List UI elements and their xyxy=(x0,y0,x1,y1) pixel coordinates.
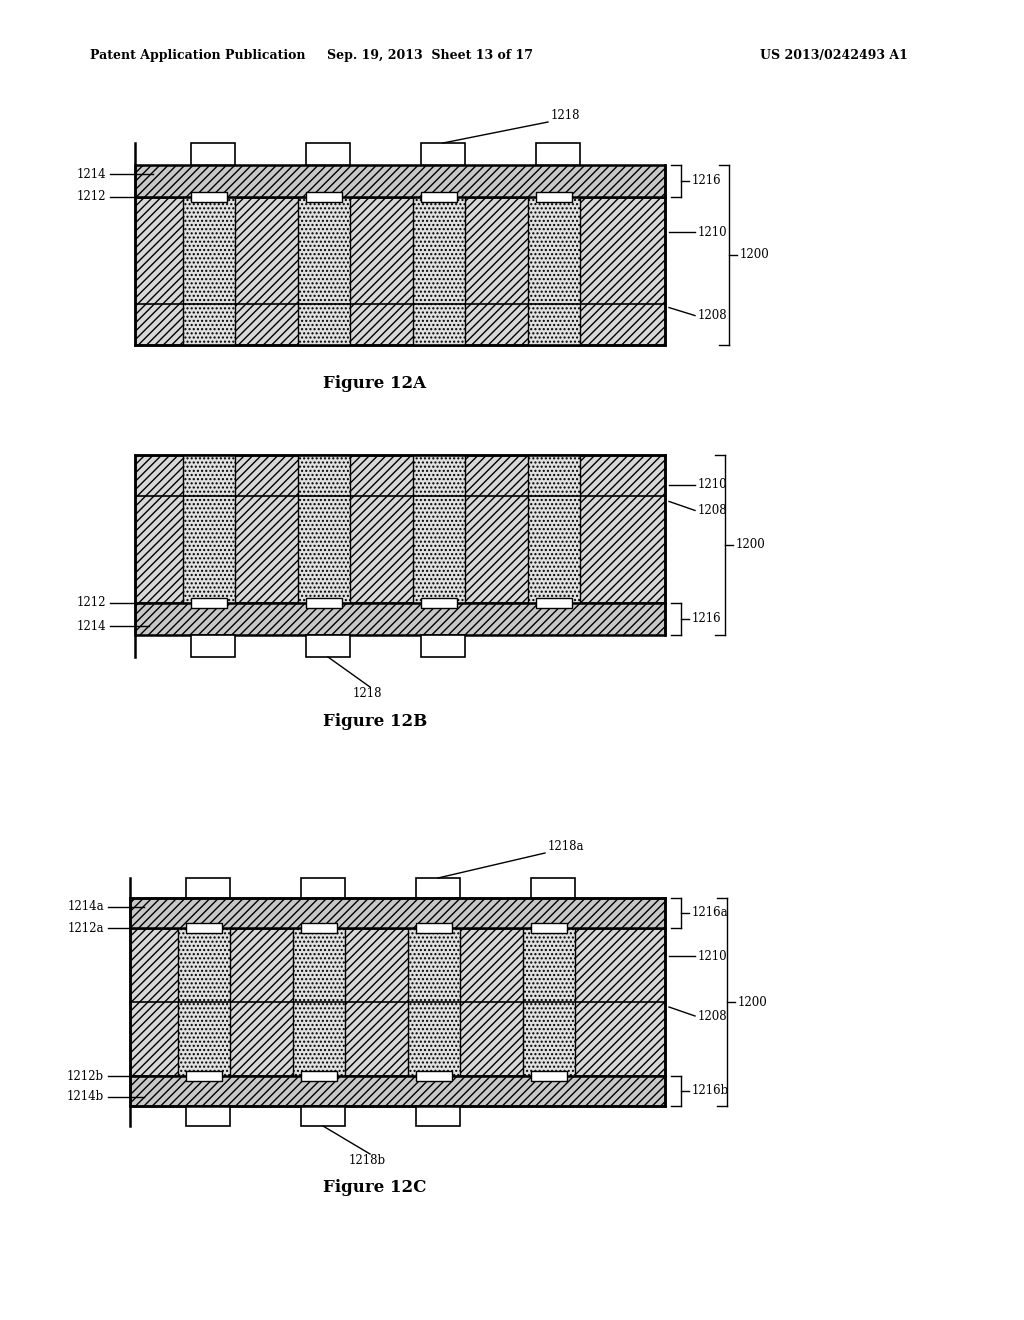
Bar xyxy=(531,923,567,933)
Bar xyxy=(408,928,460,1076)
Bar xyxy=(130,898,665,928)
Text: 1208: 1208 xyxy=(698,504,728,517)
Text: 1218: 1218 xyxy=(352,686,382,700)
Text: 1214: 1214 xyxy=(77,619,106,632)
Text: Figure 12B: Figure 12B xyxy=(323,714,427,730)
Text: 1210: 1210 xyxy=(698,949,728,962)
Bar xyxy=(416,923,452,933)
Bar xyxy=(135,455,665,603)
Bar xyxy=(301,878,345,898)
Text: 1210: 1210 xyxy=(698,479,728,491)
Text: 1208: 1208 xyxy=(698,309,728,322)
Bar xyxy=(536,143,580,165)
Text: 1216: 1216 xyxy=(692,612,722,626)
Text: 1218b: 1218b xyxy=(348,1154,386,1167)
Bar xyxy=(536,598,572,609)
Bar xyxy=(421,143,465,165)
Bar xyxy=(301,923,337,933)
Bar xyxy=(293,928,345,1076)
Text: 1216: 1216 xyxy=(692,174,722,187)
Text: 1214a: 1214a xyxy=(68,900,104,913)
Text: Patent Application Publication: Patent Application Publication xyxy=(90,49,305,62)
Bar xyxy=(413,197,465,345)
Bar xyxy=(191,635,234,657)
Text: 1212: 1212 xyxy=(77,190,106,203)
Bar xyxy=(416,878,460,898)
Text: Sep. 19, 2013  Sheet 13 of 17: Sep. 19, 2013 Sheet 13 of 17 xyxy=(327,49,534,62)
Bar xyxy=(306,635,350,657)
Text: 1208: 1208 xyxy=(698,1010,728,1023)
Bar xyxy=(421,598,457,609)
Bar xyxy=(306,143,350,165)
Bar xyxy=(135,603,665,635)
Bar xyxy=(536,191,572,202)
Bar xyxy=(298,197,350,345)
Text: 1214b: 1214b xyxy=(67,1090,104,1104)
Text: 1200: 1200 xyxy=(736,539,766,552)
Bar xyxy=(130,928,665,1076)
Bar xyxy=(298,455,350,603)
Text: 1218: 1218 xyxy=(551,110,581,121)
Bar xyxy=(135,197,665,345)
Bar xyxy=(186,1071,222,1081)
Bar xyxy=(186,878,230,898)
Bar xyxy=(191,143,234,165)
Bar xyxy=(306,191,342,202)
Bar xyxy=(421,191,457,202)
Text: 1210: 1210 xyxy=(698,226,728,239)
Bar xyxy=(301,1071,337,1081)
Text: 1212: 1212 xyxy=(77,597,106,610)
Text: 1212b: 1212b xyxy=(67,1069,104,1082)
Bar xyxy=(183,197,234,345)
Bar xyxy=(528,197,580,345)
Bar xyxy=(523,928,575,1076)
Bar xyxy=(421,635,465,657)
Bar xyxy=(413,455,465,603)
Bar xyxy=(135,165,665,197)
Text: 1218a: 1218a xyxy=(548,840,585,853)
Text: US 2013/0242493 A1: US 2013/0242493 A1 xyxy=(760,49,908,62)
Text: Figure 12A: Figure 12A xyxy=(324,375,427,392)
Text: 1200: 1200 xyxy=(740,248,770,261)
Bar xyxy=(301,1106,345,1126)
Bar xyxy=(416,1071,452,1081)
Bar xyxy=(183,455,234,603)
Text: 1212a: 1212a xyxy=(68,921,104,935)
Bar xyxy=(528,455,580,603)
Bar xyxy=(531,878,575,898)
Bar xyxy=(306,598,342,609)
Bar xyxy=(130,1076,665,1106)
Bar xyxy=(186,923,222,933)
Text: Figure 12C: Figure 12C xyxy=(324,1180,427,1196)
Bar xyxy=(186,1106,230,1126)
Bar xyxy=(191,191,227,202)
Bar xyxy=(178,928,230,1076)
Bar xyxy=(191,598,227,609)
Text: 1200: 1200 xyxy=(738,995,768,1008)
Text: 1214: 1214 xyxy=(77,168,106,181)
Bar xyxy=(531,1071,567,1081)
Bar xyxy=(416,1106,460,1126)
Text: 1216b: 1216b xyxy=(692,1085,729,1097)
Text: 1216a: 1216a xyxy=(692,907,729,920)
